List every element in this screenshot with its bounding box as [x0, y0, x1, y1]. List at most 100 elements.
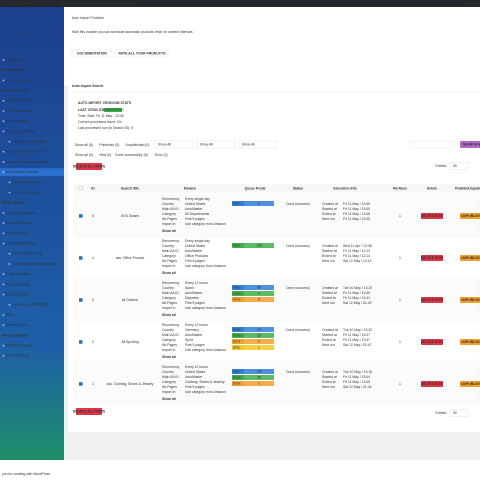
unpublish-button[interactable] [460, 339, 480, 345]
select-label[interactable]: Show All [242, 143, 255, 147]
entries-value[interactable]: 50 [453, 411, 457, 415]
unpublish-button-label[interactable]: UNPUBLISH [461, 340, 480, 344]
menu-item[interactable]: Insane Import Settings [12, 139, 46, 143]
search-button-label[interactable]: SEARCH BY... [463, 143, 480, 147]
status-filter[interactable]: Done successfully (5) [115, 153, 147, 157]
admin-bar-item[interactable]: + New [58, 2, 68, 6]
menu-item[interactable]: Amazon Recommendations [6, 160, 48, 164]
status-filter[interactable]: New (0) [99, 153, 111, 157]
exec-value: Fri 11 May / 13:45 [343, 380, 370, 384]
checkbox[interactable] [79, 298, 83, 302]
unpublish-button-label[interactable]: UNPUBLISH [461, 214, 480, 218]
status-filter[interactable]: Error (0) [155, 153, 168, 157]
param-value: Use category from Amazon [185, 348, 226, 352]
menu-item[interactable]: Synchronization log [6, 241, 36, 245]
select[interactable] [154, 140, 194, 149]
delete-row-button-label[interactable]: DELETE ROW [421, 340, 444, 344]
show-all-link[interactable]: Show all [162, 313, 176, 317]
select[interactable] [238, 140, 278, 149]
delete-row-button[interactable] [421, 255, 443, 261]
filter-link[interactable]: Show all (5) [75, 143, 93, 147]
delete-row-button[interactable] [421, 381, 443, 387]
menu-item[interactable]: Speed Optimization [6, 211, 36, 215]
menu-item[interactable]: Synchronization log [12, 252, 42, 256]
delete-row-button[interactable] [421, 339, 443, 345]
menu-item[interactable]: Remote Import Settings [12, 303, 48, 307]
search-input[interactable] [409, 140, 455, 149]
menu-item[interactable]: Remote Report [6, 292, 29, 296]
doc-button[interactable] [72, 50, 112, 57]
menu-item[interactable]: Assets Download [6, 221, 32, 225]
menu-item[interactable]: SEO [6, 313, 14, 317]
logo-version: 9.4.1 [55, 30, 63, 34]
select-label[interactable]: Show All [200, 143, 213, 147]
delete-row-button[interactable] [421, 213, 443, 219]
filter-link[interactable]: Published (5) [99, 143, 119, 147]
show-all-link[interactable]: Show all [162, 229, 176, 233]
unpublish-button-label[interactable]: UNPUBLISH [461, 298, 480, 302]
admin-bar-item[interactable]: 31.7% 21.223 EB 0.0000 71 % [90, 2, 136, 6]
unpublish-button[interactable] [460, 297, 480, 303]
delete-row-button-label[interactable]: DELETE ROW [421, 298, 444, 302]
rate-button[interactable] [116, 50, 168, 57]
entries-select[interactable] [449, 409, 469, 417]
menu-item[interactable]: Amazon Debug [6, 282, 29, 286]
unpublish-button[interactable] [460, 255, 480, 261]
show-all-link[interactable]: Show all [162, 397, 176, 401]
menu-item[interactable]: Amazon config [6, 78, 29, 82]
menu-item[interactable]: Auto Import Queue [12, 180, 41, 184]
exec-value: Sat 12 May / 12:14 [343, 259, 372, 263]
unpublish-button-label[interactable]: UNPUBLISH [461, 256, 480, 260]
menu-item[interactable]: Modules Manager [6, 343, 34, 347]
menu-item[interactable]: ASIN Grabber [6, 119, 28, 123]
menu-item[interactable]: Setup / Backup [6, 354, 29, 358]
entries-label: Entries: [436, 164, 448, 168]
menu-item[interactable]: Plugin Cronjobs [6, 272, 30, 276]
checkbox[interactable] [79, 256, 83, 260]
rate-button-label[interactable]: RATE ALL YOUR PRODUCTS [119, 52, 167, 56]
unpublish-button[interactable] [460, 381, 480, 387]
menu-item[interactable]: Auto Import Products [6, 170, 38, 174]
entries-value[interactable]: 50 [453, 164, 457, 168]
filter-link[interactable]: Unpublished (0) [126, 143, 150, 147]
checkbox[interactable] [79, 340, 83, 344]
unpublish-button[interactable] [460, 213, 480, 219]
show-all-link[interactable]: Show all [162, 355, 176, 359]
delete-row-button[interactable] [421, 297, 443, 303]
menu-item[interactable]: Amazon Content Spinner [6, 150, 45, 154]
search-button[interactable] [460, 141, 480, 148]
delete-all-button-label[interactable]: DELETE ALL ROWS [73, 410, 106, 414]
status: Done (success) [286, 370, 310, 374]
select-label[interactable]: Show All [158, 143, 171, 147]
delete-row-button-label[interactable]: DELETE ROW [421, 256, 444, 260]
unpublish-button-label[interactable]: UNPUBLISH [461, 382, 480, 386]
queue-label: New [233, 327, 240, 331]
menu-item[interactable]: Products Stats [6, 231, 28, 235]
delete-all-button-label[interactable]: DELETE ALL ROWS [73, 165, 106, 169]
menu-item[interactable]: CSV Bulk Import [6, 109, 31, 113]
delete-all-button[interactable] [76, 408, 102, 415]
menu-item[interactable]: Server Status [6, 323, 27, 327]
menu-item[interactable]: Insane Import Mode [6, 129, 36, 133]
delete-row-button-label[interactable]: DELETE ROW [421, 214, 444, 218]
checkbox[interactable] [79, 214, 83, 218]
admin-bar-item[interactable]: WooZone [70, 2, 85, 6]
status-filter[interactable]: Show all (5) [75, 153, 93, 157]
select[interactable] [196, 140, 236, 149]
show-all-link[interactable]: Show all [162, 271, 176, 275]
menu-item[interactable]: Dashboard [6, 58, 23, 62]
checkbox[interactable] [78, 186, 83, 191]
delete-all-button[interactable] [76, 163, 102, 170]
menu-item[interactable]: Advanced Search [6, 99, 33, 103]
entries-select[interactable] [449, 162, 469, 170]
menu-item[interactable]: Auto Import Search [12, 190, 41, 194]
checkbox[interactable] [79, 382, 83, 386]
admin-bar-item[interactable]: 0 [50, 2, 52, 6]
admin-bar-item[interactable]: WooZone WP Plugin [8, 2, 39, 6]
search-title: ass: Office Product [116, 256, 145, 260]
admin-bar-right[interactable]: Howdy [468, 2, 479, 6]
doc-button-label[interactable]: DOCUMENTATION [77, 52, 107, 56]
header-card [64, 7, 480, 85]
delete-row-button-label[interactable]: DELETE ROW [421, 382, 444, 386]
menu-item[interactable]: Synchronization log Settings [12, 262, 55, 266]
